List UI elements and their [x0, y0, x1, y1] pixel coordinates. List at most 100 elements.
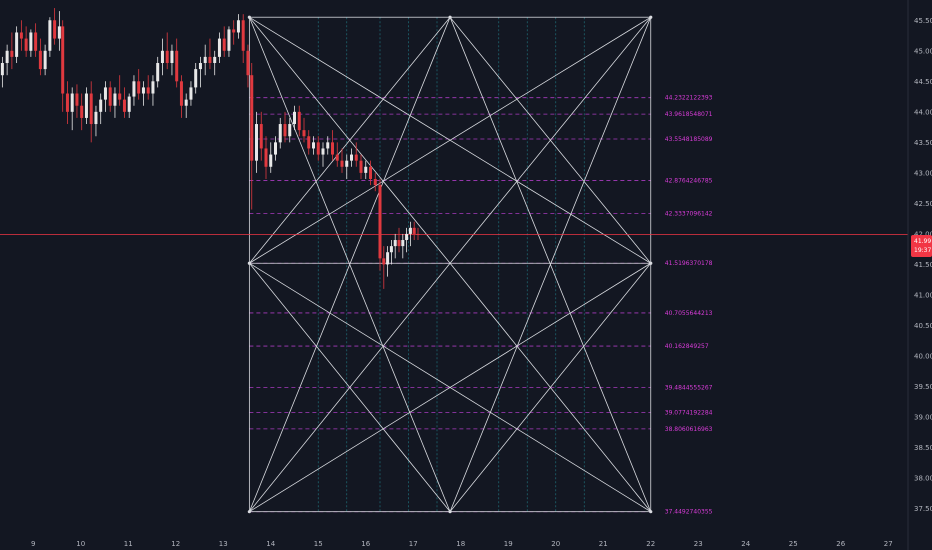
price-axis-label: 37.50: [914, 505, 932, 513]
time-axis-label: 27: [884, 540, 893, 548]
candle-body: [137, 81, 141, 94]
candle-body: [0, 62, 4, 76]
gann-box[interactable]: [0, 15, 908, 514]
candle-body: [382, 258, 386, 265]
candle-body: [10, 50, 14, 57]
price-tag-countdown: 19:37: [914, 247, 931, 254]
candle-body: [250, 75, 254, 161]
gann-anchor-point[interactable]: [649, 15, 653, 19]
candle-body: [146, 87, 150, 94]
candle-body: [297, 111, 301, 131]
candle-body: [345, 160, 349, 167]
gann-fan-line: [249, 16, 651, 264]
candle-body: [364, 166, 368, 173]
candle-body: [61, 26, 65, 94]
time-axis-label: 25: [789, 540, 798, 548]
gann-anchor-point[interactable]: [649, 510, 653, 514]
gann-anchor-point[interactable]: [247, 510, 251, 514]
candle-body: [246, 50, 250, 76]
candle-body: [335, 154, 339, 161]
candle-body: [331, 142, 334, 155]
candle-body: [189, 87, 193, 100]
time-axis-label: 9: [31, 540, 35, 548]
candle-body: [108, 87, 112, 106]
time-axis[interactable]: 9 10 11 12 13 14 15 16 17 18 19 20 21 22 23 24 25 26 27: [31, 540, 893, 548]
candle-body: [184, 99, 188, 106]
candle-body: [293, 111, 296, 125]
price-axis-label: 41.00: [914, 291, 932, 299]
price-axis-label: 45.00: [914, 47, 932, 55]
gann-level-label: 40.7055644213: [665, 310, 713, 317]
candles: [0, 8, 420, 289]
candle-body: [127, 96, 131, 112]
candle-body: [408, 227, 412, 234]
candle-body: [208, 56, 212, 63]
gann-anchor-point[interactable]: [448, 510, 452, 514]
gann-anchor-point[interactable]: [247, 15, 251, 19]
candle-body: [393, 240, 397, 247]
price-axis-label: 38.50: [914, 444, 932, 452]
candle-body: [241, 20, 245, 51]
time-axis-label: 13: [219, 540, 228, 548]
candle-body: [179, 81, 183, 106]
candle-body: [274, 142, 277, 155]
candle-body: [222, 38, 226, 51]
time-axis-label: 24: [741, 540, 750, 548]
candle-body: [15, 32, 19, 57]
gann-fan-line: [249, 16, 451, 264]
gann-fan-line: [449, 17, 652, 512]
candle-body: [5, 50, 9, 63]
candle-body: [255, 124, 258, 161]
candle-body: [29, 32, 33, 51]
candle-body: [405, 233, 409, 241]
candle-body: [397, 240, 401, 247]
gann-fan-line: [449, 262, 652, 512]
gann-level-label: 40.162849257: [665, 343, 709, 350]
candle-body: [359, 160, 363, 173]
gann-anchor-point[interactable]: [649, 261, 653, 265]
candle-body: [213, 56, 217, 63]
gann-level-label: 37.4492740355: [665, 509, 713, 516]
current-price-tag: 41.99 19:37: [911, 235, 932, 257]
candle-body: [70, 93, 74, 112]
price-axis-label: 42.50: [914, 200, 932, 208]
candle-body: [141, 87, 145, 94]
price-axis-label: 40.50: [914, 322, 932, 330]
candle-body: [389, 246, 393, 253]
gann-anchor-point[interactable]: [247, 261, 251, 265]
time-axis-label: 21: [599, 540, 608, 548]
candle-body: [203, 56, 207, 63]
candle-body: [227, 29, 231, 51]
candle-body: [369, 166, 372, 179]
price-axis[interactable]: 45.50 45.00 44.50 44.00 43.50 43.00 42.50 42.00…: [914, 17, 932, 513]
candle-body: [38, 50, 42, 70]
gann-level-label: 44.2322122393: [665, 95, 713, 102]
candle-body: [34, 32, 38, 51]
price-axis-label: 44.00: [914, 108, 932, 116]
gann-level-label: 39.4844555267: [665, 385, 713, 392]
price-axis-label: 44.50: [914, 78, 932, 86]
candle-body: [283, 124, 287, 137]
price-axis-label: 43.00: [914, 169, 932, 177]
gann-level-labels: 44.2322122393 43.9618548071 43.5548185089 4…: [665, 95, 713, 516]
candle-body: [19, 32, 23, 39]
price-axis-label: 42.00: [914, 230, 932, 238]
candle-body: [373, 178, 377, 186]
candle-body: [24, 38, 28, 51]
price-axis-label: 41.50: [914, 261, 932, 269]
candle-body: [401, 240, 405, 247]
price-axis-label: 43.50: [914, 139, 932, 147]
gann-fan-line: [249, 17, 451, 512]
candle-body: [94, 111, 98, 125]
candle-body: [156, 62, 160, 82]
price-axis-label: 45.50: [914, 17, 932, 25]
time-axis-label: 12: [171, 540, 180, 548]
candle-body: [43, 50, 47, 70]
candle-body: [118, 93, 122, 100]
gann-fan-line: [449, 16, 652, 264]
gann-anchor-point[interactable]: [448, 15, 452, 19]
time-axis-label: 22: [646, 540, 655, 548]
time-axis-label: 18: [456, 540, 465, 548]
gann-level-label: 38.8060616963: [665, 426, 713, 433]
